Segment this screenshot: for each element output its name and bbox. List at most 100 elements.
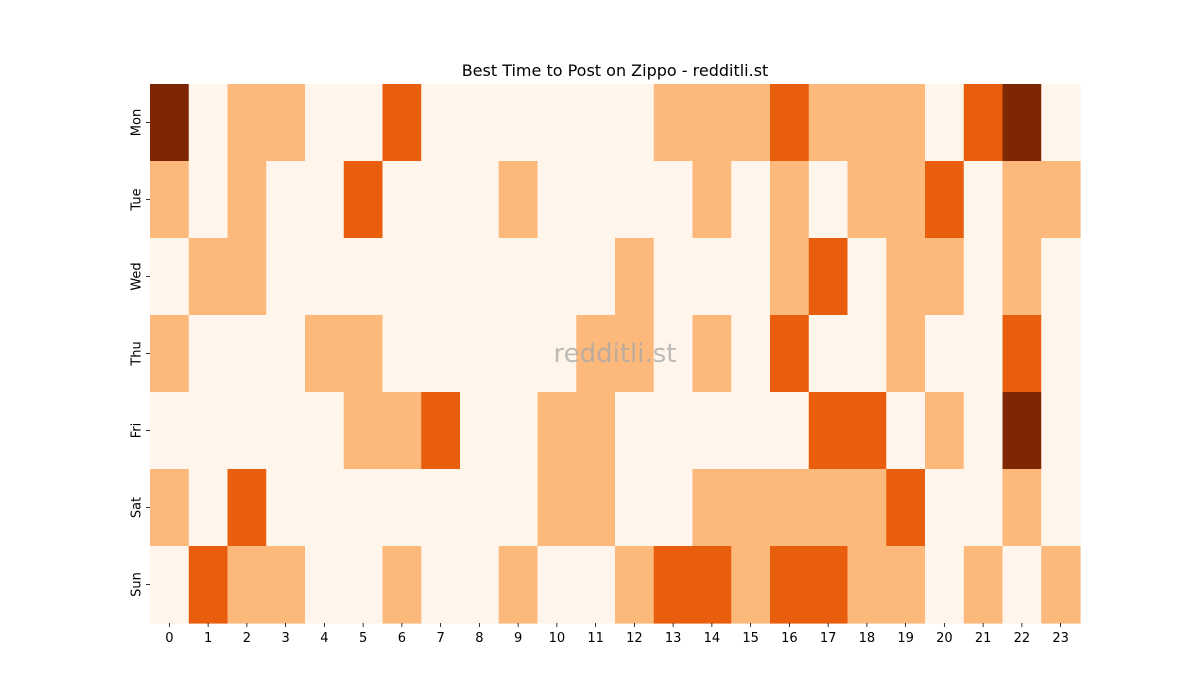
y-tick-label: Fri bbox=[130, 423, 145, 439]
heatmap-cell bbox=[421, 392, 461, 470]
heatmap-cell bbox=[227, 315, 267, 393]
heatmap-cell bbox=[731, 238, 771, 316]
x-tick-label: 3 bbox=[281, 631, 289, 646]
heatmap-cell bbox=[188, 161, 229, 239]
heatmap-cell bbox=[886, 238, 926, 316]
heatmap-cell bbox=[266, 238, 306, 316]
heatmap-cell bbox=[692, 84, 732, 162]
heatmap-cell bbox=[305, 238, 345, 316]
heatmap-cell bbox=[343, 315, 384, 393]
heatmap-cell bbox=[925, 315, 965, 393]
y-tick-label: Sun bbox=[130, 572, 145, 597]
heatmap-cell bbox=[576, 161, 616, 239]
heatmap-cells bbox=[150, 84, 1081, 624]
heatmap-cell bbox=[343, 469, 384, 547]
heatmap-cell bbox=[1041, 161, 1081, 239]
heatmap-cell bbox=[266, 392, 306, 470]
heatmap-cell bbox=[188, 315, 229, 393]
x-tick-label: 14 bbox=[704, 631, 721, 646]
heatmap-cell bbox=[1002, 238, 1042, 316]
heatmap-cell bbox=[731, 315, 771, 393]
heatmap-cell bbox=[692, 238, 732, 316]
heatmap-cell bbox=[576, 315, 616, 393]
heatmap-cell bbox=[770, 469, 810, 547]
heatmap-cell bbox=[692, 161, 732, 239]
heatmap-cell bbox=[537, 161, 577, 239]
x-tick-label: 19 bbox=[897, 631, 914, 646]
heatmap-cell bbox=[1041, 546, 1081, 624]
heatmap-cell bbox=[498, 469, 539, 547]
heatmap-cell bbox=[382, 84, 422, 162]
heatmap-cell bbox=[227, 392, 267, 470]
heatmap-cell bbox=[653, 469, 694, 547]
y-tick-label: Thu bbox=[130, 341, 145, 366]
heatmap-cell bbox=[150, 546, 190, 624]
heatmap-cell bbox=[382, 161, 422, 239]
x-tick-label: 16 bbox=[781, 631, 798, 646]
heatmap-cell bbox=[731, 161, 771, 239]
heatmap-cell bbox=[498, 161, 539, 239]
heatmap-cell bbox=[886, 315, 926, 393]
y-axis: Mon Tue Wed Thu Fri Sat Sun bbox=[130, 109, 150, 597]
heatmap-cell bbox=[1041, 469, 1081, 547]
heatmap-cell bbox=[963, 469, 1004, 547]
heatmap-cell bbox=[382, 238, 422, 316]
heatmap-cell bbox=[227, 469, 267, 547]
heatmap-cell bbox=[537, 469, 577, 547]
heatmap-cell bbox=[150, 238, 190, 316]
heatmap-cell bbox=[615, 84, 655, 162]
heatmap-cell bbox=[847, 315, 887, 393]
heatmap-cell bbox=[421, 84, 461, 162]
heatmap-cell bbox=[343, 84, 384, 162]
heatmap-cell bbox=[808, 392, 849, 470]
heatmap-cell bbox=[227, 84, 267, 162]
heatmap-cell bbox=[847, 238, 887, 316]
heatmap-cell bbox=[188, 392, 229, 470]
heatmap-cell bbox=[808, 546, 849, 624]
heatmap-cell bbox=[731, 392, 771, 470]
heatmap-cell bbox=[382, 315, 422, 393]
heatmap-cell bbox=[692, 546, 732, 624]
heatmap-cell bbox=[305, 84, 345, 162]
heatmap-cell bbox=[460, 84, 500, 162]
heatmap-cell bbox=[963, 84, 1004, 162]
x-tick-label: 2 bbox=[243, 631, 251, 646]
heatmap-cell bbox=[653, 315, 694, 393]
heatmap-cell bbox=[1002, 84, 1042, 162]
heatmap-cell bbox=[770, 238, 810, 316]
heatmap-cell bbox=[498, 84, 539, 162]
x-tick-label: 22 bbox=[1014, 631, 1031, 646]
heatmap-cell bbox=[1041, 392, 1081, 470]
heatmap-cell bbox=[847, 392, 887, 470]
heatmap-cell bbox=[188, 546, 229, 624]
heatmap-cell bbox=[150, 161, 190, 239]
heatmap-cell bbox=[692, 392, 732, 470]
heatmap-cell bbox=[886, 161, 926, 239]
heatmap-cell bbox=[615, 315, 655, 393]
heatmap-cell bbox=[1002, 546, 1042, 624]
x-tick-label: 6 bbox=[398, 631, 406, 646]
heatmap-cell bbox=[537, 392, 577, 470]
heatmap-cell bbox=[537, 84, 577, 162]
heatmap-cell bbox=[1002, 161, 1042, 239]
heatmap-cell bbox=[421, 238, 461, 316]
heatmap-cell bbox=[1041, 315, 1081, 393]
y-tick-label: Tue bbox=[130, 188, 145, 211]
heatmap-cell bbox=[770, 84, 810, 162]
heatmap-cell bbox=[925, 238, 965, 316]
heatmap-cell bbox=[925, 84, 965, 162]
x-tick-label: 11 bbox=[587, 631, 604, 646]
y-tick-label: Sat bbox=[130, 497, 145, 518]
heatmap-cell bbox=[692, 469, 732, 547]
heatmap-cell bbox=[1002, 469, 1042, 547]
heatmap-cell bbox=[847, 469, 887, 547]
x-tick-label: 13 bbox=[665, 631, 682, 646]
heatmap-cell bbox=[808, 161, 849, 239]
heatmap-cell bbox=[537, 238, 577, 316]
heatmap-cell bbox=[460, 238, 500, 316]
heatmap-cell bbox=[1041, 238, 1081, 316]
heatmap-cell bbox=[886, 84, 926, 162]
heatmap-cell bbox=[537, 546, 577, 624]
x-tick-label: 1 bbox=[204, 631, 212, 646]
